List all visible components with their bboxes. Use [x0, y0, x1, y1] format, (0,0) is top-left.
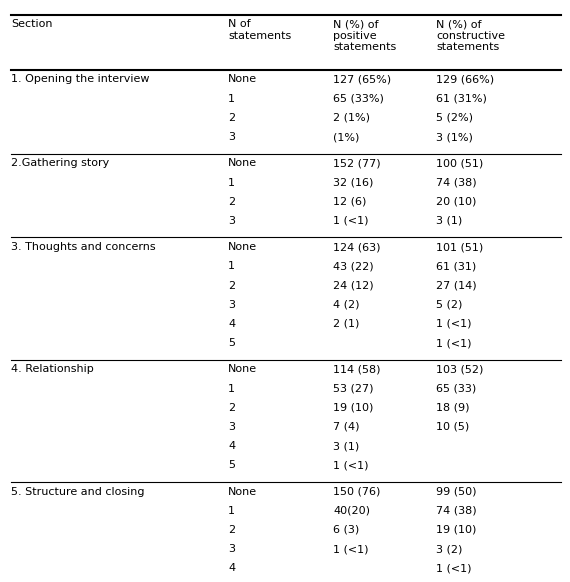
Text: None: None: [228, 74, 257, 84]
Text: 1. Opening the interview: 1. Opening the interview: [11, 74, 150, 84]
Text: 103 (52): 103 (52): [436, 364, 483, 374]
Text: None: None: [228, 242, 257, 252]
Text: 1 (<1): 1 (<1): [333, 544, 369, 554]
Text: 4: 4: [228, 319, 235, 329]
Text: 2: 2: [228, 197, 235, 207]
Text: 1: 1: [228, 94, 235, 104]
Text: 3 (1): 3 (1): [333, 441, 360, 451]
Text: (1%): (1%): [333, 132, 360, 142]
Text: N (%) of
positive
statements: N (%) of positive statements: [333, 19, 397, 52]
Text: 124 (63): 124 (63): [333, 242, 381, 252]
Text: 61 (31%): 61 (31%): [436, 94, 487, 104]
Text: 18 (9): 18 (9): [436, 403, 470, 413]
Text: 127 (65%): 127 (65%): [333, 74, 392, 84]
Text: None: None: [228, 158, 257, 168]
Text: 74 (38): 74 (38): [436, 506, 477, 516]
Text: 2 (1%): 2 (1%): [333, 113, 370, 123]
Text: 3: 3: [228, 544, 235, 554]
Text: 40(20): 40(20): [333, 506, 370, 516]
Text: 3: 3: [228, 300, 235, 310]
Text: 3 (2): 3 (2): [436, 544, 462, 554]
Text: N (%) of
constructive
statements: N (%) of constructive statements: [436, 19, 505, 52]
Text: 152 (77): 152 (77): [333, 158, 381, 168]
Text: 150 (76): 150 (76): [333, 487, 381, 496]
Text: 1: 1: [228, 178, 235, 187]
Text: 12 (6): 12 (6): [333, 197, 367, 207]
Text: 3: 3: [228, 216, 235, 226]
Text: 10 (5): 10 (5): [436, 422, 469, 432]
Text: 3: 3: [228, 422, 235, 432]
Text: None: None: [228, 487, 257, 496]
Text: 1 (<1): 1 (<1): [333, 460, 369, 470]
Text: 19 (10): 19 (10): [333, 403, 374, 413]
Text: 1 (<1): 1 (<1): [436, 319, 471, 329]
Text: 1 (<1): 1 (<1): [436, 563, 471, 573]
Text: 99 (50): 99 (50): [436, 487, 477, 496]
Text: 4: 4: [228, 563, 235, 573]
Text: 7 (4): 7 (4): [333, 422, 360, 432]
Text: 2.Gathering story: 2.Gathering story: [11, 158, 109, 168]
Text: 4: 4: [228, 441, 235, 451]
Text: 3 (1): 3 (1): [436, 216, 462, 226]
Text: 65 (33%): 65 (33%): [333, 94, 384, 104]
Text: 1: 1: [228, 506, 235, 516]
Text: 5: 5: [228, 338, 235, 348]
Text: 5: 5: [228, 460, 235, 470]
Text: 65 (33): 65 (33): [436, 384, 477, 393]
Text: 114 (58): 114 (58): [333, 364, 381, 374]
Text: 74 (38): 74 (38): [436, 178, 477, 187]
Text: 5 (2): 5 (2): [436, 300, 462, 310]
Text: 129 (66%): 129 (66%): [436, 74, 494, 84]
Text: 5. Structure and closing: 5. Structure and closing: [11, 487, 145, 496]
Text: 5 (2%): 5 (2%): [436, 113, 473, 123]
Text: 2: 2: [228, 403, 235, 413]
Text: 20 (10): 20 (10): [436, 197, 477, 207]
Text: 4 (2): 4 (2): [333, 300, 360, 310]
Text: 1 (<1): 1 (<1): [333, 216, 369, 226]
Text: 27 (14): 27 (14): [436, 281, 477, 290]
Text: Section: Section: [11, 19, 53, 29]
Text: 3: 3: [228, 132, 235, 142]
Text: 2: 2: [228, 113, 235, 123]
Text: 4. Relationship: 4. Relationship: [11, 364, 94, 374]
Text: 2 (1): 2 (1): [333, 319, 360, 329]
Text: 32 (16): 32 (16): [333, 178, 374, 187]
Text: 3 (1%): 3 (1%): [436, 132, 473, 142]
Text: 101 (51): 101 (51): [436, 242, 483, 252]
Text: 6 (3): 6 (3): [333, 525, 360, 535]
Text: 1: 1: [228, 384, 235, 393]
Text: 61 (31): 61 (31): [436, 261, 477, 271]
Text: 3. Thoughts and concerns: 3. Thoughts and concerns: [11, 242, 156, 252]
Text: N of
statements: N of statements: [228, 19, 291, 41]
Text: None: None: [228, 364, 257, 374]
Text: 2: 2: [228, 525, 235, 535]
Text: 24 (12): 24 (12): [333, 281, 374, 290]
Text: 1: 1: [228, 261, 235, 271]
Text: 1 (<1): 1 (<1): [436, 338, 471, 348]
Text: 19 (10): 19 (10): [436, 525, 477, 535]
Text: 43 (22): 43 (22): [333, 261, 374, 271]
Text: 53 (27): 53 (27): [333, 384, 374, 393]
Text: 2: 2: [228, 281, 235, 290]
Text: 100 (51): 100 (51): [436, 158, 483, 168]
